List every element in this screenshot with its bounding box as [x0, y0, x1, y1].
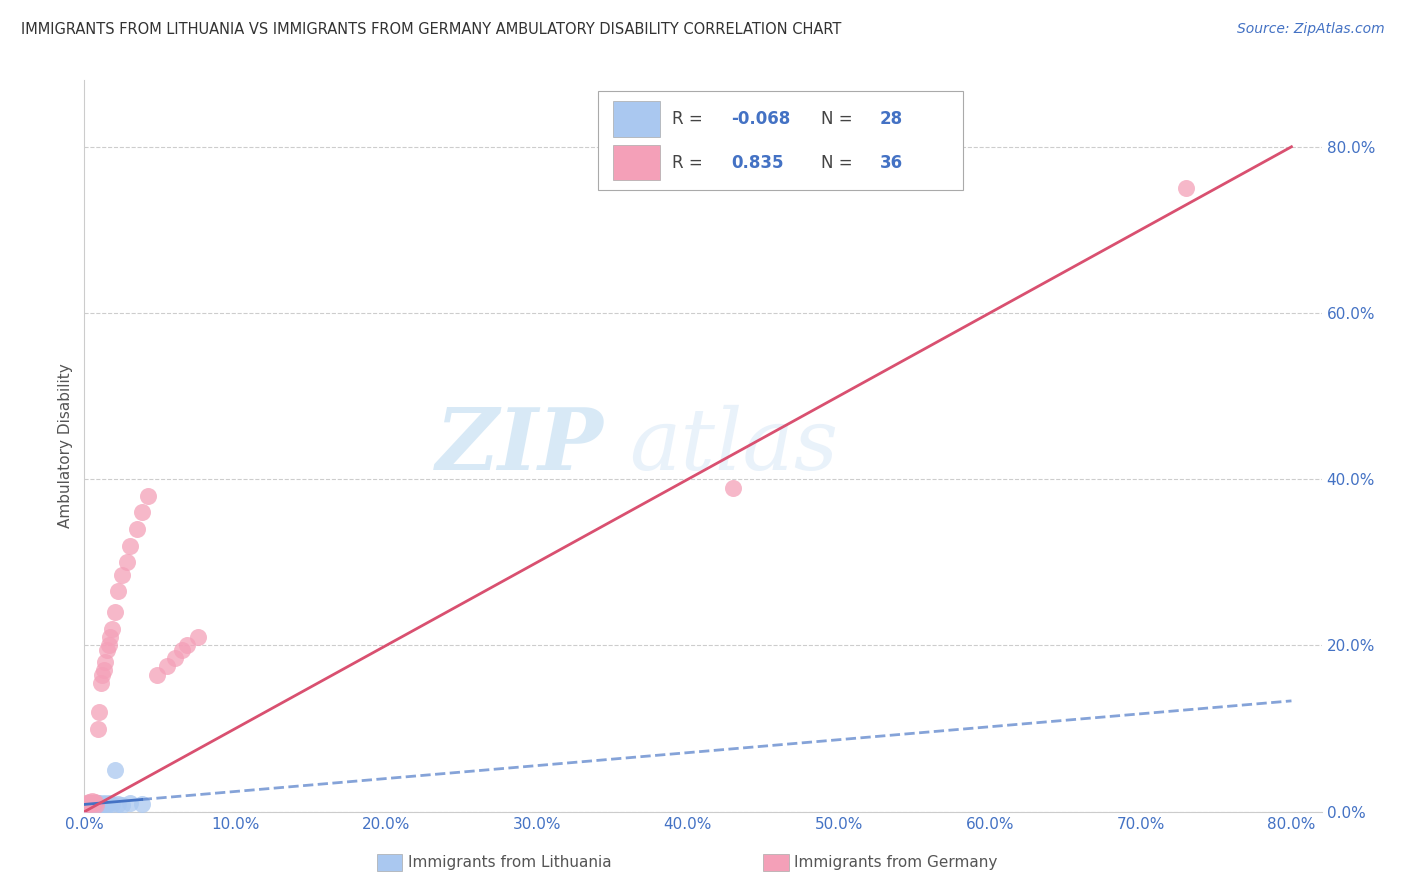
- Point: [82, 798, 104, 813]
- Point: [77, 797, 100, 811]
- Point: [89, 705, 111, 719]
- Point: [79, 797, 101, 812]
- Text: atlas: atlas: [628, 405, 838, 487]
- Text: R =: R =: [672, 154, 713, 172]
- Point: [84, 797, 107, 812]
- Point: [80, 794, 103, 808]
- Point: [87, 722, 110, 736]
- FancyBboxPatch shape: [613, 102, 659, 136]
- Point: [186, 630, 208, 644]
- Point: [107, 797, 129, 812]
- Point: [93, 797, 115, 811]
- Point: [80, 796, 103, 810]
- Point: [107, 584, 129, 599]
- Point: [96, 798, 118, 813]
- Point: [176, 639, 198, 653]
- Point: [87, 797, 110, 812]
- Point: [97, 639, 120, 653]
- Point: [131, 797, 153, 812]
- Point: [91, 798, 114, 813]
- Point: [721, 481, 744, 495]
- Point: [98, 630, 121, 644]
- Point: [84, 795, 107, 809]
- Point: [127, 522, 149, 536]
- Point: [163, 651, 186, 665]
- Point: [89, 797, 111, 811]
- FancyBboxPatch shape: [763, 854, 789, 871]
- Point: [86, 798, 108, 813]
- Point: [80, 797, 103, 812]
- Point: [131, 506, 153, 520]
- Point: [91, 667, 114, 681]
- Point: [76, 797, 98, 812]
- Text: N =: N =: [821, 154, 858, 172]
- Point: [93, 664, 115, 678]
- Point: [100, 797, 122, 812]
- Point: [82, 797, 104, 811]
- Point: [75, 798, 97, 813]
- Point: [82, 797, 104, 811]
- Point: [111, 798, 134, 813]
- Y-axis label: Ambulatory Disability: Ambulatory Disability: [58, 364, 73, 528]
- FancyBboxPatch shape: [613, 145, 659, 180]
- FancyBboxPatch shape: [377, 854, 402, 871]
- FancyBboxPatch shape: [598, 91, 963, 190]
- Point: [115, 555, 138, 569]
- Text: -0.068: -0.068: [731, 110, 790, 128]
- Point: [146, 667, 169, 681]
- Point: [79, 798, 101, 813]
- Point: [103, 763, 125, 777]
- Point: [118, 539, 141, 553]
- Point: [100, 622, 122, 636]
- Point: [96, 642, 118, 657]
- Text: R =: R =: [672, 110, 709, 128]
- Point: [103, 605, 125, 619]
- Point: [136, 489, 159, 503]
- Point: [84, 796, 107, 810]
- Point: [77, 795, 100, 809]
- Text: ZIP: ZIP: [436, 404, 605, 488]
- Text: Immigrants from Lithuania: Immigrants from Lithuania: [408, 855, 612, 870]
- Text: N =: N =: [821, 110, 858, 128]
- Point: [90, 676, 112, 690]
- Text: 28: 28: [880, 110, 903, 128]
- Point: [97, 797, 120, 811]
- Point: [86, 798, 108, 813]
- Point: [84, 796, 107, 810]
- Point: [89, 798, 111, 813]
- Text: 36: 36: [880, 154, 903, 172]
- Point: [1174, 181, 1197, 195]
- Text: Source: ZipAtlas.com: Source: ZipAtlas.com: [1237, 22, 1385, 37]
- Point: [94, 655, 117, 669]
- Text: Immigrants from Germany: Immigrants from Germany: [794, 855, 998, 870]
- Point: [118, 797, 141, 811]
- Point: [90, 797, 112, 812]
- Point: [80, 796, 103, 810]
- Point: [76, 797, 98, 811]
- Point: [111, 567, 134, 582]
- Text: IMMIGRANTS FROM LITHUANIA VS IMMIGRANTS FROM GERMANY AMBULATORY DISABILITY CORRE: IMMIGRANTS FROM LITHUANIA VS IMMIGRANTS …: [21, 22, 841, 37]
- Point: [172, 642, 194, 657]
- Point: [156, 659, 179, 673]
- Point: [86, 797, 108, 811]
- Text: 0.835: 0.835: [731, 154, 785, 172]
- Point: [94, 797, 117, 812]
- Point: [75, 798, 97, 813]
- Point: [87, 796, 110, 810]
